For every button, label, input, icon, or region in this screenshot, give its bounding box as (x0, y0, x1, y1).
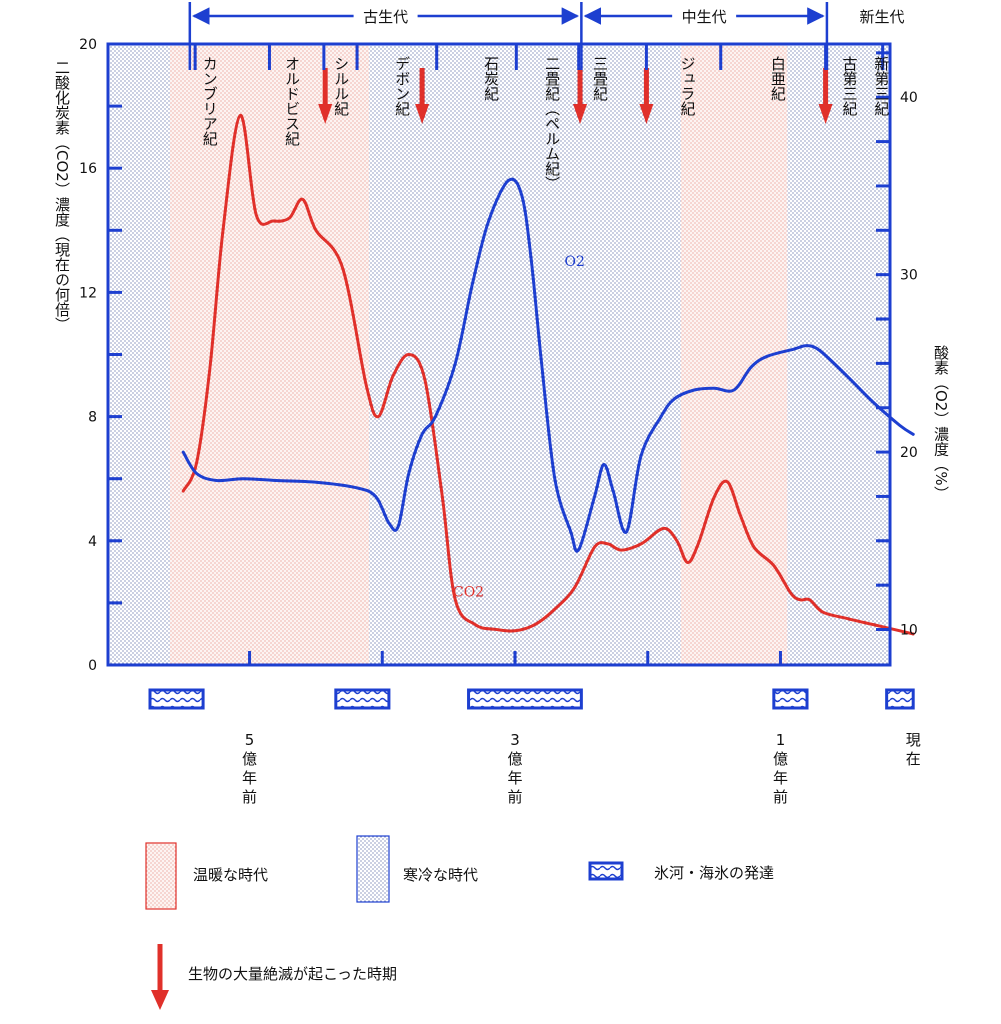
legend-glacier-swatch (588, 861, 624, 881)
left-tick-label: 4 (88, 534, 97, 550)
era-label: 古生代 (363, 8, 408, 26)
period-label: オルドビス紀 (283, 56, 301, 146)
period-label: カンブリア紀 (201, 56, 219, 146)
period-label: デボン紀 (393, 56, 411, 116)
time-axis-label: 前 (507, 788, 522, 806)
warm-period-band-1 (169, 44, 370, 665)
time-axis-label: 億 (507, 750, 522, 768)
time-axis-label: 5 (245, 731, 255, 749)
extinction-arrow-head (818, 104, 833, 124)
extinction-arrow-head (639, 104, 654, 124)
period-label: ジュラ紀 (679, 56, 697, 116)
left-tick-label: 0 (88, 658, 97, 674)
glaciation-bar (885, 688, 915, 710)
period-label: 新第三紀 (872, 56, 890, 116)
period-label: 二畳紀（ペルム紀） (543, 56, 561, 191)
time-axis-label: 在 (906, 750, 921, 768)
time-axis-label: 前 (242, 788, 257, 806)
period-label: 三畳紀 (591, 56, 609, 101)
time-axis-label: 1 (776, 731, 786, 749)
time-axis-label: 3 (510, 731, 520, 749)
period-label: 古第三紀 (840, 56, 858, 116)
glaciation-bar (334, 688, 391, 710)
right-tick-label: 30 (900, 268, 918, 284)
right-tick-label: 20 (900, 445, 918, 461)
legend-cold-label: 寒冷な時代 (403, 866, 479, 884)
time-axis-label: 億 (242, 750, 257, 768)
era-label: 新生代 (860, 8, 905, 26)
left-tick-label: 20 (79, 37, 97, 53)
extinction-arrow-head (318, 104, 333, 124)
left-tick-label: 12 (79, 285, 97, 301)
time-axis-label: 現 (906, 731, 921, 749)
period-label: シルル紀 (332, 56, 350, 116)
legend-glacier-label: 氷河・海氷の発達 (654, 864, 775, 882)
series-line-o2 (181, 177, 915, 553)
time-axis-label: 億 (773, 750, 788, 768)
time-axis-label: 年 (507, 769, 522, 787)
left-tick-label: 8 (88, 410, 97, 426)
glaciation-bar (467, 688, 583, 710)
glaciation-bar (148, 688, 205, 710)
right-axis-title: 酸素（O2）濃度（%） (932, 345, 950, 501)
left-axis-title: 二酸化炭素（CO2）濃度（現在の何倍） (53, 60, 71, 332)
era-label: 中生代 (682, 8, 727, 26)
legend-cold-swatch (356, 835, 390, 903)
time-axis-label: 前 (773, 788, 788, 806)
right-tick-label: 40 (900, 90, 918, 106)
legend-extinction-label: 生物の大量絶滅が起こった時期 (188, 965, 397, 983)
legend-warm-swatch (145, 842, 177, 910)
time-axis-label: 年 (773, 769, 788, 787)
period-label: 石炭紀 (482, 56, 500, 101)
extinction-arrow-head (415, 104, 430, 124)
legend-warm-label: 温暖な時代 (193, 866, 269, 884)
extinction-arrow-head (573, 104, 588, 124)
series-label-co2: CO2 (453, 585, 484, 601)
series-line-co2 (181, 113, 915, 636)
legend-extinction-arrow-head (151, 990, 169, 1010)
left-tick-label: 16 (79, 161, 97, 177)
time-axis-label: 年 (242, 769, 257, 787)
glaciation-bar (772, 688, 809, 710)
period-label: 白亜紀 (769, 56, 787, 101)
series-label-o2: O2 (565, 254, 585, 270)
right-tick-label: 10 (900, 623, 918, 639)
